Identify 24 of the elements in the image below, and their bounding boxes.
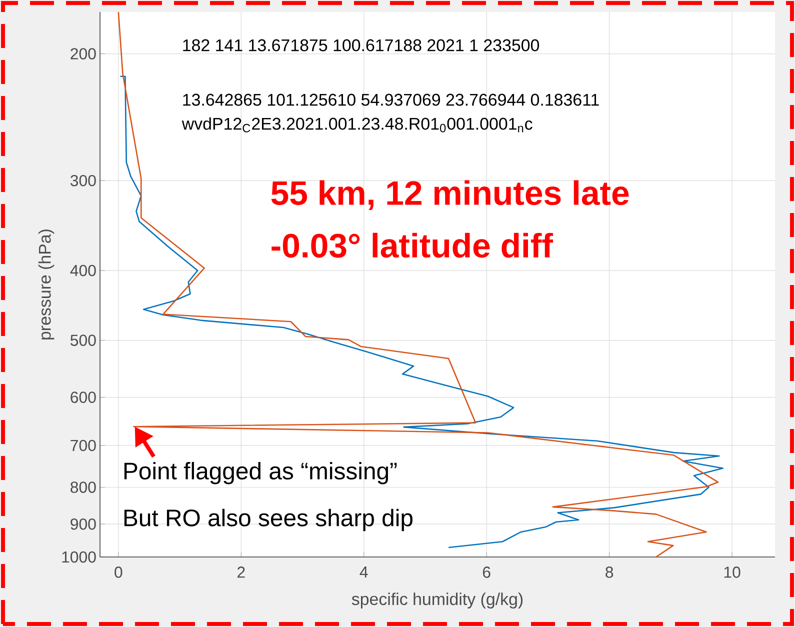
y-axis-title: pressure (hPa) <box>38 230 54 340</box>
annotation: Point flagged as “missing” <box>124 462 397 484</box>
y-tick-label: 600 <box>70 392 96 403</box>
annotation: 55 km, 12 minutes late <box>271 180 629 210</box>
annotation: 13.642865 101.125610 54.937069 23.766944 0.183611 <box>183 94 599 106</box>
x-tick-label: 6 <box>482 566 490 578</box>
x-tick-label: 0 <box>114 566 122 578</box>
annotation: 182 141 13.671875 100.617188 2021 1 233500 <box>183 39 540 52</box>
y-tick-label: 300 <box>70 174 96 186</box>
y-tick-label: 700 <box>70 440 96 452</box>
y-tick-label: 400 <box>70 264 96 276</box>
y-tick-label: 900 <box>70 518 96 530</box>
y-tick-label: 200 <box>70 48 96 60</box>
annotation: wvdP12$_{C}$2E3.2021.001.23.48.R01$_{0}$001.0001$_{n}$c <box>182 117 532 132</box>
x-axis-title: specific humidity (g/kg) <box>352 592 523 608</box>
annotation: -0.03° latitude diff <box>272 232 554 258</box>
x-tick-label: 8 <box>606 566 614 578</box>
y-tick-label: 1000 <box>62 551 96 563</box>
y-tick-label: 800 <box>70 482 96 493</box>
x-tick-label: 2 <box>238 566 245 578</box>
y-tick-label: 500 <box>70 334 96 346</box>
x-tick-label: 4 <box>360 566 368 578</box>
annotation: But RO also sees sharp dip <box>124 508 412 532</box>
x-tick-label: 10 <box>724 566 740 578</box>
